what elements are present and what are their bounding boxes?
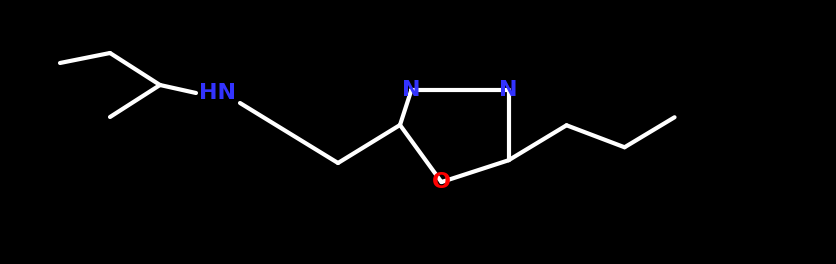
Text: N: N	[499, 80, 517, 100]
Text: O: O	[431, 172, 451, 192]
Text: HN: HN	[199, 83, 237, 103]
Text: N: N	[402, 80, 421, 100]
